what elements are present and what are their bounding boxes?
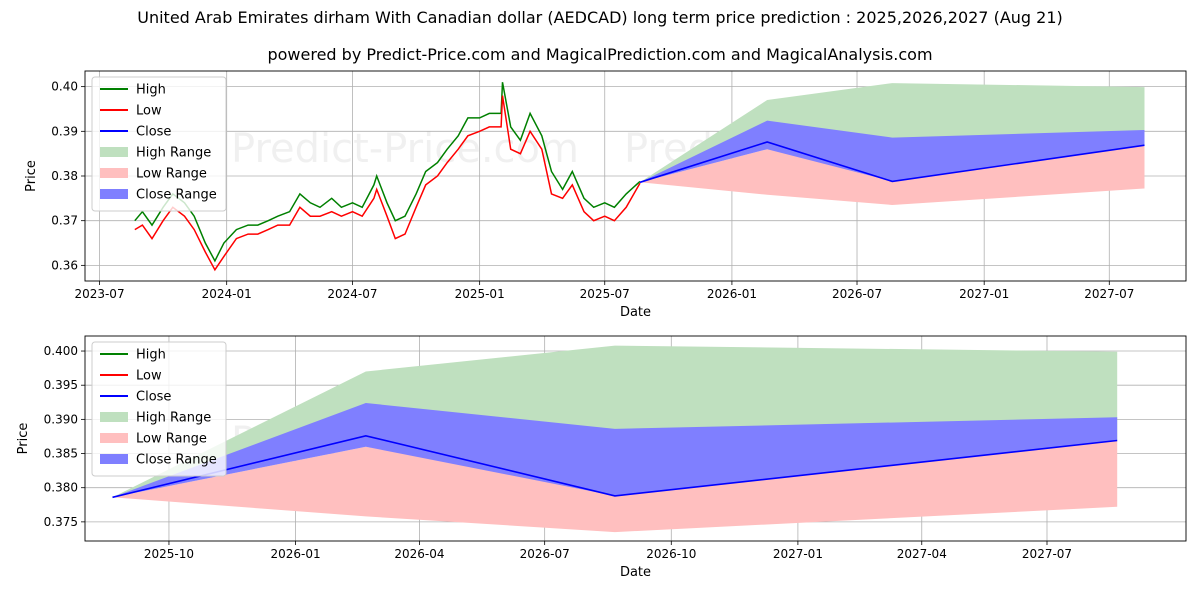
close-range-area: [112, 403, 1118, 498]
y-tick-label: 0.38: [51, 169, 78, 183]
legend-label: High: [136, 83, 166, 98]
x-tick-label: 2027-07: [1022, 547, 1072, 561]
close-forecast-line: [639, 141, 1145, 184]
y-tick-label: 0.400: [44, 344, 78, 358]
legend-swatch: [100, 189, 128, 199]
x-tick-label: 2026-01: [707, 287, 757, 301]
legend-label: Low: [136, 369, 162, 384]
close-forecast-line: [112, 434, 1118, 499]
legend-label: Low Range: [136, 432, 207, 447]
y-tick-label: 0.395: [44, 378, 78, 392]
legend-label: Low Range: [136, 167, 207, 182]
legend-label: High Range: [136, 411, 211, 426]
y-tick-label: 0.375: [44, 515, 78, 529]
high-series-line: [134, 82, 641, 263]
x-tick-label: 2027-07: [1084, 287, 1134, 301]
x-tick-label: 2025-07: [580, 287, 630, 301]
y-tick-label: 0.36: [51, 258, 78, 272]
watermark-text: Predict-Price.com: [231, 276, 579, 322]
legend-label: Close: [136, 390, 171, 405]
x-tick-label: 2024-07: [327, 287, 377, 301]
x-tick-label: 2024-01: [202, 287, 252, 301]
top-chart: Predict-Price.com Predict-Price.com Predic…: [24, 70, 1187, 322]
low-range-area: [112, 440, 1118, 533]
y-axis-label: Price: [16, 423, 31, 455]
legend-swatch: [100, 454, 128, 464]
x-tick-label: 2026-04: [394, 547, 444, 561]
y-tick-label: 0.37: [51, 214, 78, 228]
x-tick-label: 2027-01: [959, 287, 1009, 301]
watermark-text: Predict-Price.com: [624, 276, 972, 322]
legend-swatch: [100, 433, 128, 443]
legend-label: Close Range: [136, 453, 217, 468]
y-tick-label: 0.385: [44, 447, 78, 461]
y-tick-label: 0.39: [51, 124, 78, 138]
close-range-area: [640, 120, 1145, 183]
x-tick-label: 2026-07: [832, 287, 882, 301]
legend-swatch: [100, 147, 128, 157]
plot-area: [112, 345, 1118, 533]
low-range-area: [640, 145, 1145, 205]
legend-swatch: [100, 168, 128, 178]
axes-frame: [84, 335, 1187, 542]
low-series-line: [134, 95, 641, 272]
legend-label: High: [136, 348, 166, 363]
y-tick-label: 0.390: [44, 412, 78, 426]
legend-label: Low: [136, 104, 162, 119]
x-tick-label: 2026-10: [646, 547, 696, 561]
x-axis-label: Date: [620, 565, 651, 580]
legend-label: Close: [136, 125, 171, 140]
x-tick-label: 2027-04: [897, 547, 947, 561]
y-tick-label: 0.40: [51, 80, 78, 94]
y-axis-label: Price: [24, 160, 39, 192]
x-tick-label: 2023-07: [74, 287, 124, 301]
x-tick-label: 2025-10: [144, 547, 194, 561]
x-tick-label: 2027-01: [773, 547, 823, 561]
y-tick-label: 0.380: [44, 481, 78, 495]
legend: High Low Close High Range Low Range Close Ran…: [91, 341, 227, 477]
chart-title: United Arab Emirates dirham With Canadia…: [137, 8, 1063, 27]
watermark-text: Predict-Price.com: [231, 126, 579, 172]
plot-area: [134, 82, 1145, 272]
chart-subtitle: powered by Predict-Price.com and Magical…: [267, 45, 933, 64]
x-tick-label: 2026-01: [270, 547, 320, 561]
legend-swatch: [100, 412, 128, 422]
bottom-chart: Predict-Price.comPredict-Price.com2025-1…: [16, 335, 1187, 580]
legend: High Low Close High Range Low Range Close Ran…: [91, 76, 227, 212]
x-tick-label: 2026-07: [520, 547, 570, 561]
legend-label: Close Range: [136, 188, 217, 203]
x-tick-label: 2025-01: [455, 287, 505, 301]
legend-label: High Range: [136, 146, 211, 161]
x-axis-label: Date: [620, 305, 651, 320]
